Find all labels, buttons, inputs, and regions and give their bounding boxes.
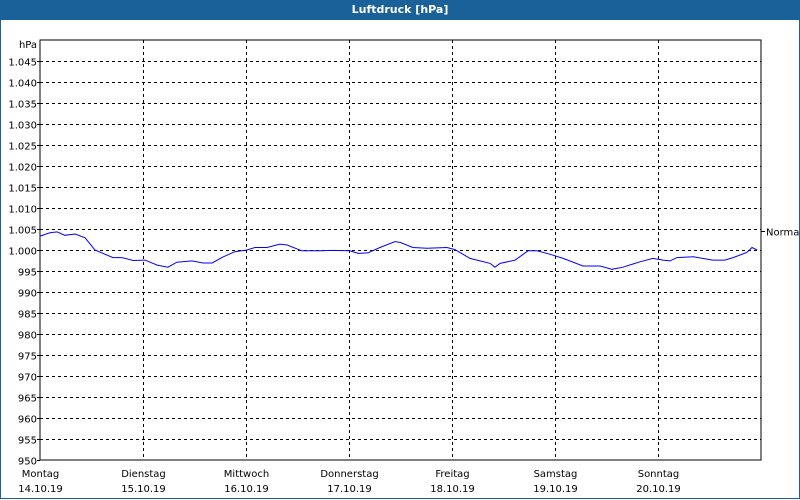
y-tick-label: 1.030 xyxy=(8,121,37,132)
x-tick-date: 14.10.19 xyxy=(18,484,63,495)
pressure-line xyxy=(39,231,758,270)
y-tick-label: 975 xyxy=(18,352,37,363)
grid xyxy=(40,40,761,460)
y-tick-label: 995 xyxy=(18,268,37,279)
normal-label: Normal xyxy=(766,228,800,239)
x-axis: Montag 14.10.19 Dienstag 15.10.19 Mittwoch 16… xyxy=(18,469,681,495)
x-tick-date: 18.10.19 xyxy=(430,484,475,495)
x-tick-day: Sonntag xyxy=(638,469,680,480)
y-tick-label: 965 xyxy=(18,394,37,405)
y-tick-label: 1.000 xyxy=(8,247,37,258)
y-tick-label: 950 xyxy=(18,457,37,468)
y-tick-label: 1.005 xyxy=(8,226,37,237)
x-tick-day: Samstag xyxy=(534,469,578,480)
window-title: Luftdruck [hPa] xyxy=(0,0,800,20)
y-axis-label: hPa xyxy=(19,40,37,51)
x-tick-date: 19.10.19 xyxy=(533,484,578,495)
y-tick-label: 970 xyxy=(18,373,37,384)
x-tick-day: Montag xyxy=(22,469,59,480)
x-tick-day: Freitag xyxy=(435,469,469,480)
y-tick-label: 990 xyxy=(18,289,37,300)
x-tick-date: 16.10.19 xyxy=(224,484,269,495)
y-tick-label: 1.035 xyxy=(8,100,37,111)
x-tick-day: Donnerstag xyxy=(320,469,378,480)
y-axis: 950 955 960 965 970 975 980 985 990 995 1.000 1.005… xyxy=(8,58,40,468)
x-tick-day: Mittwoch xyxy=(224,469,269,480)
y-tick-label: 960 xyxy=(18,415,37,426)
x-tick-day: Dienstag xyxy=(121,469,166,480)
y-tick-label: 1.045 xyxy=(8,58,37,69)
x-tick-date: 15.10.19 xyxy=(121,484,166,495)
y-tick-label: 1.040 xyxy=(8,79,37,90)
y-tick-label: 1.020 xyxy=(8,163,37,174)
y-tick-label: 1.025 xyxy=(8,142,37,153)
y-tick-label: 980 xyxy=(18,331,37,342)
y-tick-label: 1.015 xyxy=(8,184,37,195)
normal-reference: Normal xyxy=(761,228,800,239)
y-tick-label: 955 xyxy=(18,436,37,447)
x-tick-date: 17.10.19 xyxy=(327,484,372,495)
y-tick-label: 985 xyxy=(18,310,37,321)
x-tick-date: 20.10.19 xyxy=(636,484,681,495)
plot-frame xyxy=(39,39,762,461)
y-tick-label: 1.010 xyxy=(8,205,37,216)
